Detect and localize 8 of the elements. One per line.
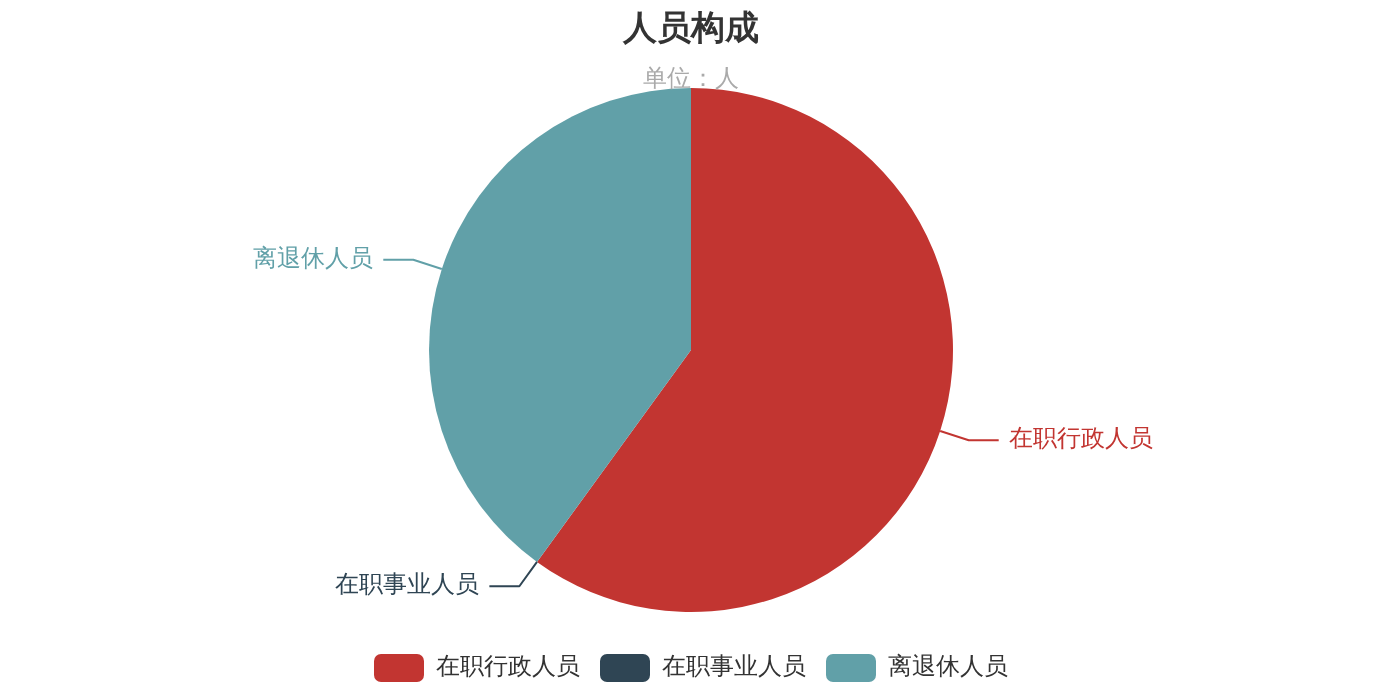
slice-label: 在职行政人员 bbox=[1008, 424, 1153, 453]
slice-label: 离退休人员 bbox=[253, 244, 374, 272]
chart-title: 人员构成 bbox=[622, 6, 759, 47]
legend-label: 在职行政人员 bbox=[436, 652, 580, 681]
chart-subtitle: 单位：人 bbox=[643, 64, 739, 93]
legend-label: 在职事业人员 bbox=[662, 652, 806, 681]
category-label: 在职事业人员 bbox=[335, 570, 480, 599]
legend-label: 离退休人员 bbox=[888, 652, 1008, 681]
